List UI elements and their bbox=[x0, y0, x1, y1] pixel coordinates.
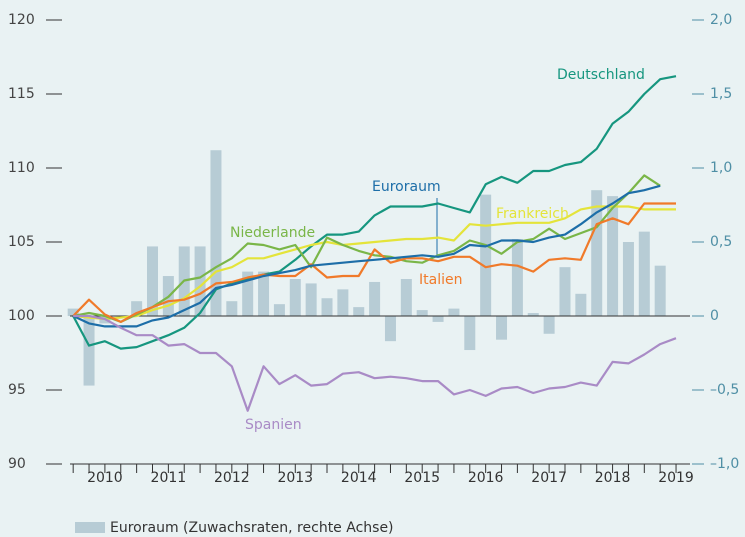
bar bbox=[654, 265, 666, 316]
x-tick-label: 2017 bbox=[531, 470, 567, 486]
x-tick-label: 2019 bbox=[658, 470, 694, 486]
bar bbox=[543, 316, 555, 334]
bar bbox=[194, 246, 206, 316]
bar bbox=[131, 301, 143, 316]
series-label: Italien bbox=[419, 272, 462, 288]
bar bbox=[559, 267, 571, 316]
line-series bbox=[72, 202, 676, 323]
bar bbox=[226, 301, 238, 316]
bar bbox=[83, 316, 95, 386]
x-tick-label: 2015 bbox=[404, 470, 440, 486]
bar bbox=[210, 150, 222, 316]
bar bbox=[527, 313, 539, 316]
bar bbox=[337, 289, 349, 316]
bar bbox=[242, 271, 254, 316]
line-series bbox=[73, 314, 677, 412]
y2-tick-label: 2,0 bbox=[710, 12, 732, 28]
bar bbox=[591, 190, 603, 316]
bar bbox=[369, 281, 381, 316]
legend-label: Euroraum (Zuwachsraten, rechte Achse) bbox=[110, 520, 394, 536]
bar bbox=[607, 196, 619, 316]
y-tick-label: 110 bbox=[8, 160, 35, 176]
line-series bbox=[73, 205, 676, 321]
y-tick-label: 95 bbox=[8, 382, 26, 398]
bar bbox=[480, 194, 492, 316]
bar bbox=[384, 316, 396, 342]
y-tick-label: 100 bbox=[8, 308, 35, 324]
bar bbox=[622, 242, 634, 316]
bar bbox=[67, 308, 79, 316]
x-tick-label: 2014 bbox=[341, 470, 377, 486]
series-label: Frankreich bbox=[496, 206, 569, 222]
x-tick-label: 2011 bbox=[151, 470, 187, 486]
y2-tick-label: –0,5 bbox=[710, 382, 739, 398]
y2-tick-label: 0 bbox=[710, 308, 719, 324]
bar bbox=[258, 271, 270, 316]
legend-swatch bbox=[75, 522, 105, 533]
y2-tick-label: 0,5 bbox=[710, 234, 732, 250]
series-label: Deutschland bbox=[557, 67, 645, 83]
y-tick-label: 115 bbox=[8, 86, 35, 102]
bar bbox=[289, 279, 301, 316]
bar bbox=[321, 298, 333, 316]
bar bbox=[416, 310, 428, 316]
x-tick-label: 2013 bbox=[277, 470, 313, 486]
series-label: Niederlande bbox=[230, 225, 315, 241]
x-tick-label: 2018 bbox=[595, 470, 631, 486]
bar bbox=[638, 231, 650, 316]
x-tick-label: 2016 bbox=[468, 470, 504, 486]
bar bbox=[496, 316, 508, 340]
y2-tick-label: 1,5 bbox=[710, 86, 732, 102]
bar bbox=[305, 283, 317, 316]
x-tick-label: 2012 bbox=[214, 470, 250, 486]
bar bbox=[273, 304, 285, 316]
bar bbox=[448, 308, 460, 316]
bar bbox=[575, 293, 587, 316]
bar bbox=[353, 307, 365, 316]
line-series bbox=[72, 174, 661, 323]
x-tick-label: 2010 bbox=[87, 470, 123, 486]
y-tick-label: 105 bbox=[8, 234, 35, 250]
y2-tick-label: –1,0 bbox=[710, 456, 739, 472]
bar bbox=[432, 316, 444, 322]
line-series bbox=[72, 184, 661, 328]
y-tick-label: 90 bbox=[8, 456, 26, 472]
series-label: Spanien bbox=[245, 417, 302, 433]
y2-tick-label: 1,0 bbox=[710, 160, 732, 176]
bar bbox=[511, 239, 523, 316]
y-tick-label: 120 bbox=[8, 12, 35, 28]
bar bbox=[464, 316, 476, 351]
bar bbox=[400, 279, 412, 316]
bar bbox=[146, 246, 158, 316]
series-label: Euroraum bbox=[372, 179, 441, 195]
line-series bbox=[72, 75, 677, 350]
